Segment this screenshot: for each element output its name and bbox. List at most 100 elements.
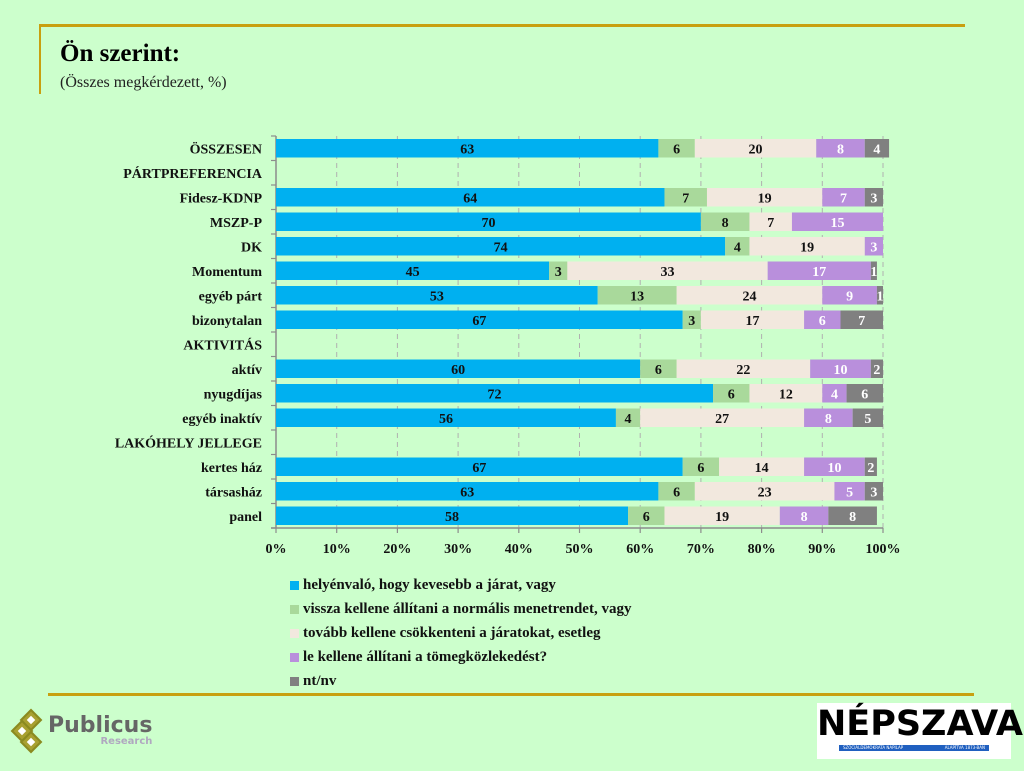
legend-item: vissza kellene állítani a normális menet… (290, 597, 631, 621)
nepszava-tagline-right: ALAPÍTVA 1873-BAN (944, 745, 985, 750)
x-tick-label: 70% (687, 542, 715, 557)
data-label: 8 (849, 510, 856, 525)
data-label: 56 (439, 412, 453, 427)
category-label: kertes ház (201, 461, 262, 476)
data-label: 27 (715, 412, 729, 427)
data-label: 10 (834, 363, 848, 378)
bar-segment (640, 359, 677, 378)
category-label: egyéb párt (199, 289, 263, 304)
bar-segment (615, 408, 641, 427)
data-label: 72 (488, 387, 502, 402)
publicus-sub: Research (100, 736, 153, 747)
data-label: 64 (463, 191, 477, 206)
x-tick-label: 20% (383, 542, 411, 557)
x-tick-label: 0% (266, 542, 287, 557)
bar-segment (276, 237, 726, 256)
data-label: 10 (827, 461, 841, 476)
bar-segment (276, 212, 701, 231)
data-label: 67 (472, 314, 486, 329)
bar-segment (276, 506, 629, 525)
category-label: LAKÓHELY JELLEGE (115, 434, 262, 451)
legend-label: helyénvaló, hogy kevesebb a járat, vagy (303, 576, 556, 593)
data-label: 8 (801, 510, 808, 525)
bar-segment (864, 457, 877, 476)
data-label: 58 (445, 510, 459, 525)
category-label: AKTIVITÁS (183, 336, 262, 353)
category-label: panel (229, 510, 262, 525)
data-label: 5 (864, 412, 871, 427)
frame-left-rule (39, 24, 41, 94)
nepszava-tagline-left: SZOCIÁLDEMOKRATA NAPILAP (843, 745, 904, 750)
bar-segment (682, 457, 720, 476)
x-tick-label: 50% (566, 542, 594, 557)
data-label: 3 (870, 240, 877, 255)
bar-segment (276, 482, 659, 501)
bar-segment (864, 482, 883, 501)
x-tick-label: 90% (808, 542, 836, 557)
bar-segment (767, 261, 871, 280)
data-label: 7 (682, 191, 689, 206)
data-label: 3 (555, 265, 562, 280)
bar-segment (804, 408, 853, 427)
data-label: 7 (840, 191, 847, 206)
data-label: 1 (876, 289, 883, 304)
bar-segment (834, 482, 865, 501)
category-label: Momentum (192, 265, 262, 280)
data-label: 4 (873, 142, 880, 157)
category-label: Fidesz-KDNP (180, 191, 263, 206)
bar-segment (706, 188, 823, 207)
legend-swatch (290, 604, 299, 614)
bar-segment (664, 506, 780, 525)
x-tick-label: 10% (323, 542, 351, 557)
legend-swatch (290, 628, 299, 638)
legend-label: tovább kellene csökkenteni a járatokat, … (303, 624, 601, 641)
legend-label: le kellene állítani a tömegközlekedést? (303, 648, 548, 665)
publicus-logo: Publicus Research (10, 708, 153, 754)
data-label: 2 (867, 461, 874, 476)
data-label: 8 (825, 412, 832, 427)
bar-segment (676, 359, 811, 378)
bar-segment (822, 286, 877, 305)
bar-segment (549, 261, 568, 280)
bar-segment (779, 506, 829, 525)
bar-segment (658, 139, 695, 158)
data-label: 67 (472, 461, 486, 476)
category-label: DK (241, 240, 262, 255)
nepszava-name: NÉPSZAVA (817, 704, 1023, 744)
data-label: 8 (837, 142, 844, 157)
data-label: 14 (755, 461, 769, 476)
data-label: 19 (800, 240, 814, 255)
bar-segment (864, 237, 883, 256)
bar-segment (846, 384, 883, 403)
bar-segment (725, 237, 750, 256)
bar-segment (870, 359, 883, 378)
data-label: 19 (715, 510, 729, 525)
legend-item: le kellene állítani a tömegközlekedést? (290, 645, 631, 669)
bar-segment (791, 212, 883, 231)
bar-segment (276, 408, 616, 427)
chart-legend: helyénvaló, hogy kevesebb a járat, vagy v… (290, 573, 631, 693)
bar-segment (276, 359, 641, 378)
bar-segment (276, 139, 659, 158)
page-title: Ön szerint: (60, 40, 181, 67)
data-label: 6 (673, 485, 680, 500)
data-label: 6 (728, 387, 735, 402)
legend-label: nt/nv (303, 672, 337, 689)
category-label: nyugdíjas (204, 387, 263, 402)
bar-segment (852, 408, 883, 427)
bar-segment (749, 384, 823, 403)
data-label: 4 (734, 240, 741, 255)
frame-bottom-rule (48, 693, 974, 696)
category-label: ÖSSZESEN (190, 140, 262, 157)
legend-swatch (290, 652, 299, 662)
x-tick-label: 80% (748, 542, 776, 557)
data-label: 23 (758, 485, 772, 500)
nepszava-logo: NÉPSZAVA SZOCIÁLDEMOKRATA NAPILAP ALAPÍT… (817, 703, 1023, 759)
data-label: 4 (625, 412, 632, 427)
bar-segment (870, 261, 877, 280)
data-label: 7 (858, 314, 865, 329)
bar-segment (694, 482, 835, 501)
data-label: 6 (697, 461, 704, 476)
bar-segment (804, 457, 865, 476)
